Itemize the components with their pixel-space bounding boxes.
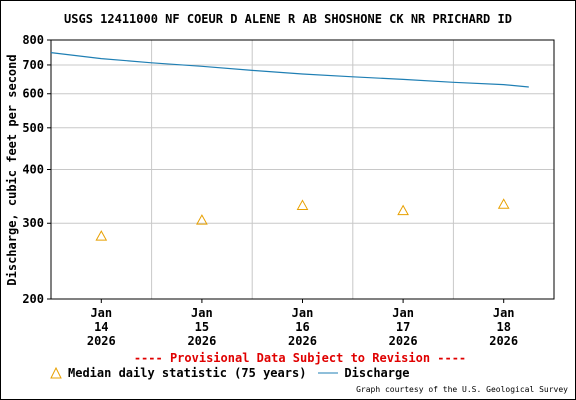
chart-title: USGS 12411000 NF COEUR D ALENE R AB SHOS… [64,12,512,26]
x-axis-ticks: Jan142026Jan152026Jan162026Jan172026Jan1… [87,299,518,348]
provisional-note: ---- Provisional Data Subject to Revisio… [133,351,467,365]
x-tick-label: 2026 [187,334,216,348]
y-tick-label: 500 [22,121,44,135]
x-tick-label: Jan [292,306,314,320]
x-tick-label: Jan [191,306,213,320]
discharge-line [50,52,529,88]
line-icon [318,372,339,374]
discharge-series [50,52,529,88]
grid-lines [51,39,554,300]
median-point [497,198,510,209]
x-tick-label: 16 [295,320,309,334]
legend-discharge-label: Discharge [344,366,410,380]
triangle-icon [50,367,62,379]
x-tick-label: 2026 [288,334,317,348]
x-tick-label: Jan [90,306,112,320]
y-axis-ticks: 200 300 400 500 600 700 800 [22,33,51,306]
y-tick-label: 300 [22,216,44,230]
legend-median-label: Median daily statistic (75 years) [68,366,307,380]
credit-text: Graph courtesy of the U.S. Geological Su… [356,385,568,394]
x-tick-label: 17 [396,320,410,334]
x-tick-label: 15 [195,320,209,334]
x-tick-label: 2026 [87,334,116,348]
median-point [95,230,108,241]
median-point [397,204,409,216]
x-tick-label: Jan [392,306,414,320]
x-tick-label: 2026 [489,334,518,348]
x-tick-label: 14 [94,320,108,334]
median-point [296,199,309,210]
legend-item-discharge: Discharge [318,366,409,380]
y-tick-label: 400 [22,163,44,177]
y-tick-label: 200 [22,292,44,306]
median-series [95,198,510,241]
x-tick-label: Jan [493,306,515,320]
y-tick-label: 700 [22,58,44,72]
y-tick-label: 800 [22,33,44,47]
x-tick-label: 18 [496,320,510,334]
legend-item-median: Median daily statistic (75 years) [50,366,306,380]
x-tick-label: 2026 [389,334,418,348]
y-axis-label: Discharge, cubic feet per second [5,54,19,285]
median-point [196,214,208,225]
legend: Median daily statistic (75 years) Discha… [50,366,421,380]
y-tick-label: 600 [22,87,44,101]
